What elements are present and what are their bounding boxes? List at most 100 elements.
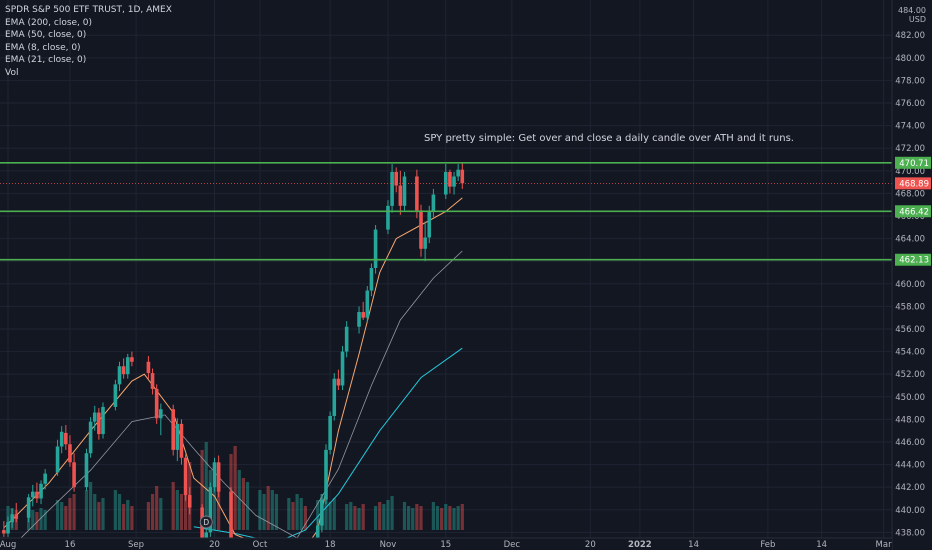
price-tick-label: 470.00: [895, 167, 925, 177]
time-tick-label: Mar: [876, 540, 893, 550]
volume-bar: [241, 478, 246, 530]
volume-bar: [93, 494, 97, 530]
candle-body: [97, 412, 101, 435]
price-tick-label: 456.00: [895, 325, 925, 335]
candle-body: [59, 431, 64, 447]
last-price-tag: [895, 177, 931, 190]
volume-bar: [55, 500, 60, 530]
candle-body: [101, 406, 105, 435]
indicator-ema50[interactable]: EMA (50, close, 0): [5, 30, 87, 40]
volume-bar: [266, 486, 270, 530]
volume-bar: [68, 498, 72, 530]
volume-bar: [316, 500, 320, 530]
volume-bar: [200, 450, 204, 530]
volume-bar: [448, 506, 452, 530]
level-price-label: 470.71: [899, 159, 929, 169]
volume-bar: [435, 506, 440, 530]
candle-body: [187, 495, 192, 508]
price-tick-label: 474.00: [895, 122, 925, 132]
time-tick-label: Sep: [128, 540, 144, 550]
price-tick-label: 480.00: [895, 54, 925, 64]
candle-body: [26, 497, 31, 518]
volume-bar: [415, 504, 419, 530]
volume-bar: [407, 506, 411, 530]
candle-body: [229, 491, 233, 550]
symbol-title[interactable]: SPDR S&P 500 ETF TRUST, 1D, AMEX: [5, 5, 172, 15]
candle-body: [30, 491, 35, 498]
candle-body: [361, 312, 365, 318]
candle-body: [386, 205, 390, 230]
volume-bar: [332, 498, 336, 530]
price-tick-label: 458.00: [895, 302, 925, 312]
dividend-marker-icon: [199, 515, 213, 529]
indicator-ema21[interactable]: EMA (21, close, 0): [5, 55, 87, 65]
volume-bar: [411, 508, 415, 530]
candle-body: [204, 532, 209, 542]
time-tick-label: Feb: [760, 540, 775, 550]
volume-bar: [262, 494, 266, 530]
candle-body: [6, 522, 10, 534]
volume-bar: [179, 494, 184, 530]
candle-body: [320, 499, 324, 526]
volume-bar: [444, 504, 448, 530]
candle-body: [171, 409, 175, 450]
candle-body: [402, 176, 407, 206]
candle-body: [183, 457, 188, 496]
volume-bar: [287, 498, 291, 530]
volume-bar: [402, 502, 407, 530]
candle-body: [43, 473, 47, 484]
candle-body: [159, 409, 163, 419]
candle-body: [460, 169, 465, 184]
time-tick-label: Aug: [0, 540, 16, 550]
candle-body: [2, 530, 6, 534]
time-tick-label: Nov: [380, 540, 397, 550]
volume-bar: [122, 504, 126, 530]
volume-bar: [299, 498, 303, 530]
indicator-ema8[interactable]: EMA (8, close, 0): [5, 42, 81, 53]
price-tick-label: 476.00: [895, 99, 925, 109]
indicator-volume[interactable]: Vol: [5, 67, 19, 78]
candle-body: [427, 211, 432, 238]
chart-legend: SPDR S&P 500 ETF TRUST, 1D, AMEX EMA (20…: [5, 4, 172, 79]
price-tick-label: 464.00: [895, 235, 925, 245]
volume-bar: [353, 506, 357, 530]
candle-body: [332, 378, 337, 416]
candle-body: [72, 462, 76, 488]
candle-body: [423, 237, 427, 249]
currency-label: USD: [908, 15, 926, 24]
candle-body: [328, 415, 332, 450]
volume-bar: [456, 506, 460, 530]
price-tick-label: 442.00: [895, 483, 925, 493]
chart-annotation[interactable]: SPY pretty simple: Get over and close a …: [424, 133, 794, 144]
volume-bar: [460, 504, 464, 530]
price-tick-label: 452.00: [895, 370, 925, 380]
price-tick-label: 444.00: [895, 461, 925, 471]
volume-bar: [60, 502, 64, 530]
volume-bar: [303, 506, 307, 530]
ema21-line: [8, 250, 463, 550]
volume-bar: [233, 446, 237, 530]
volume-bar: [101, 498, 105, 530]
price-tick-label: 446.00: [895, 438, 925, 448]
indicator-ema200[interactable]: EMA (200, close, 0): [5, 17, 93, 28]
price-tick-label: 454.00: [895, 348, 925, 358]
time-tick-label: 18: [325, 540, 336, 550]
candle-body: [55, 446, 60, 473]
volume-bar: [295, 494, 299, 530]
dividend-marker-label: D: [203, 518, 209, 527]
candle-body: [336, 378, 341, 386]
volume-bar: [43, 510, 47, 530]
candle-body: [324, 449, 328, 500]
candle-body: [369, 267, 374, 291]
volume-bar: [382, 504, 386, 530]
candle-body: [365, 290, 370, 318]
volume-bar: [357, 508, 361, 530]
volume-bar: [373, 506, 378, 530]
price-tick-label: 478.00: [895, 76, 925, 86]
volume-bar: [183, 474, 188, 530]
candle-body: [208, 487, 213, 533]
candle-body: [431, 194, 436, 212]
volume-bar: [146, 502, 151, 530]
volume-bar: [431, 502, 435, 530]
